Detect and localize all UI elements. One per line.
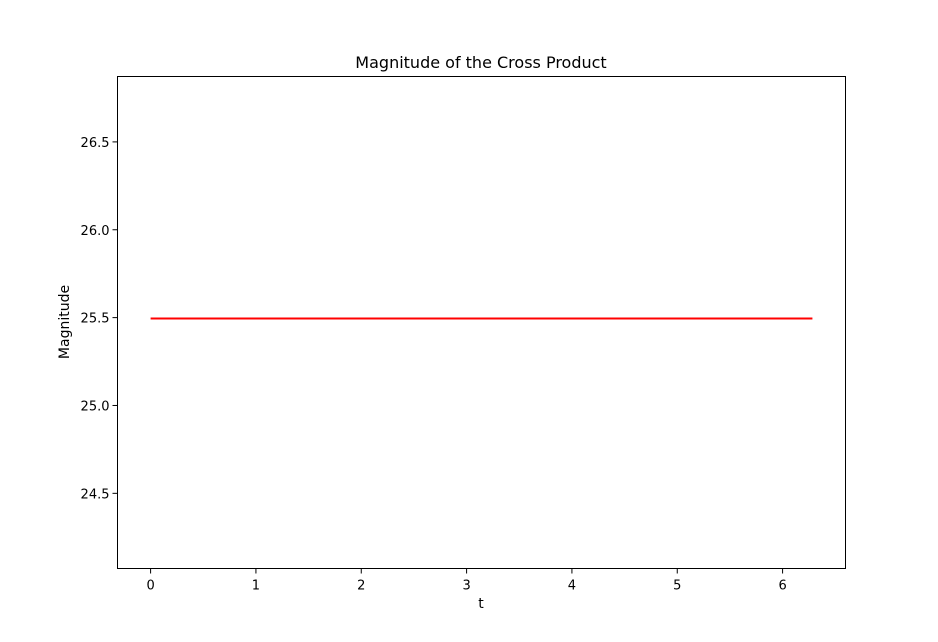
x-tick-label: 1 (252, 579, 260, 594)
plot-frame (117, 76, 846, 569)
y-tick-label: 26.0 (81, 224, 110, 239)
y-axis-ticks: 24.5 25.0 25.5 26.0 26.5 (81, 136, 118, 502)
x-axis-ticks: 0 1 2 3 4 5 6 (146, 568, 787, 594)
y-tick-label: 26.5 (81, 136, 110, 151)
x-axis-label: t (478, 596, 484, 612)
chart-title: Magnitude of the Cross Product (355, 53, 606, 72)
x-tick-label: 2 (357, 579, 365, 594)
x-tick-label: 6 (778, 579, 786, 594)
x-tick-label: 3 (462, 579, 470, 594)
y-tick-label: 25.0 (81, 399, 110, 414)
y-axis-label: Magnitude (57, 285, 73, 359)
y-tick-label: 24.5 (81, 487, 110, 502)
x-tick-label: 0 (146, 579, 154, 594)
x-tick-label: 4 (568, 579, 576, 594)
x-tick-label: 5 (673, 579, 681, 594)
y-tick-label: 25.5 (81, 312, 110, 327)
